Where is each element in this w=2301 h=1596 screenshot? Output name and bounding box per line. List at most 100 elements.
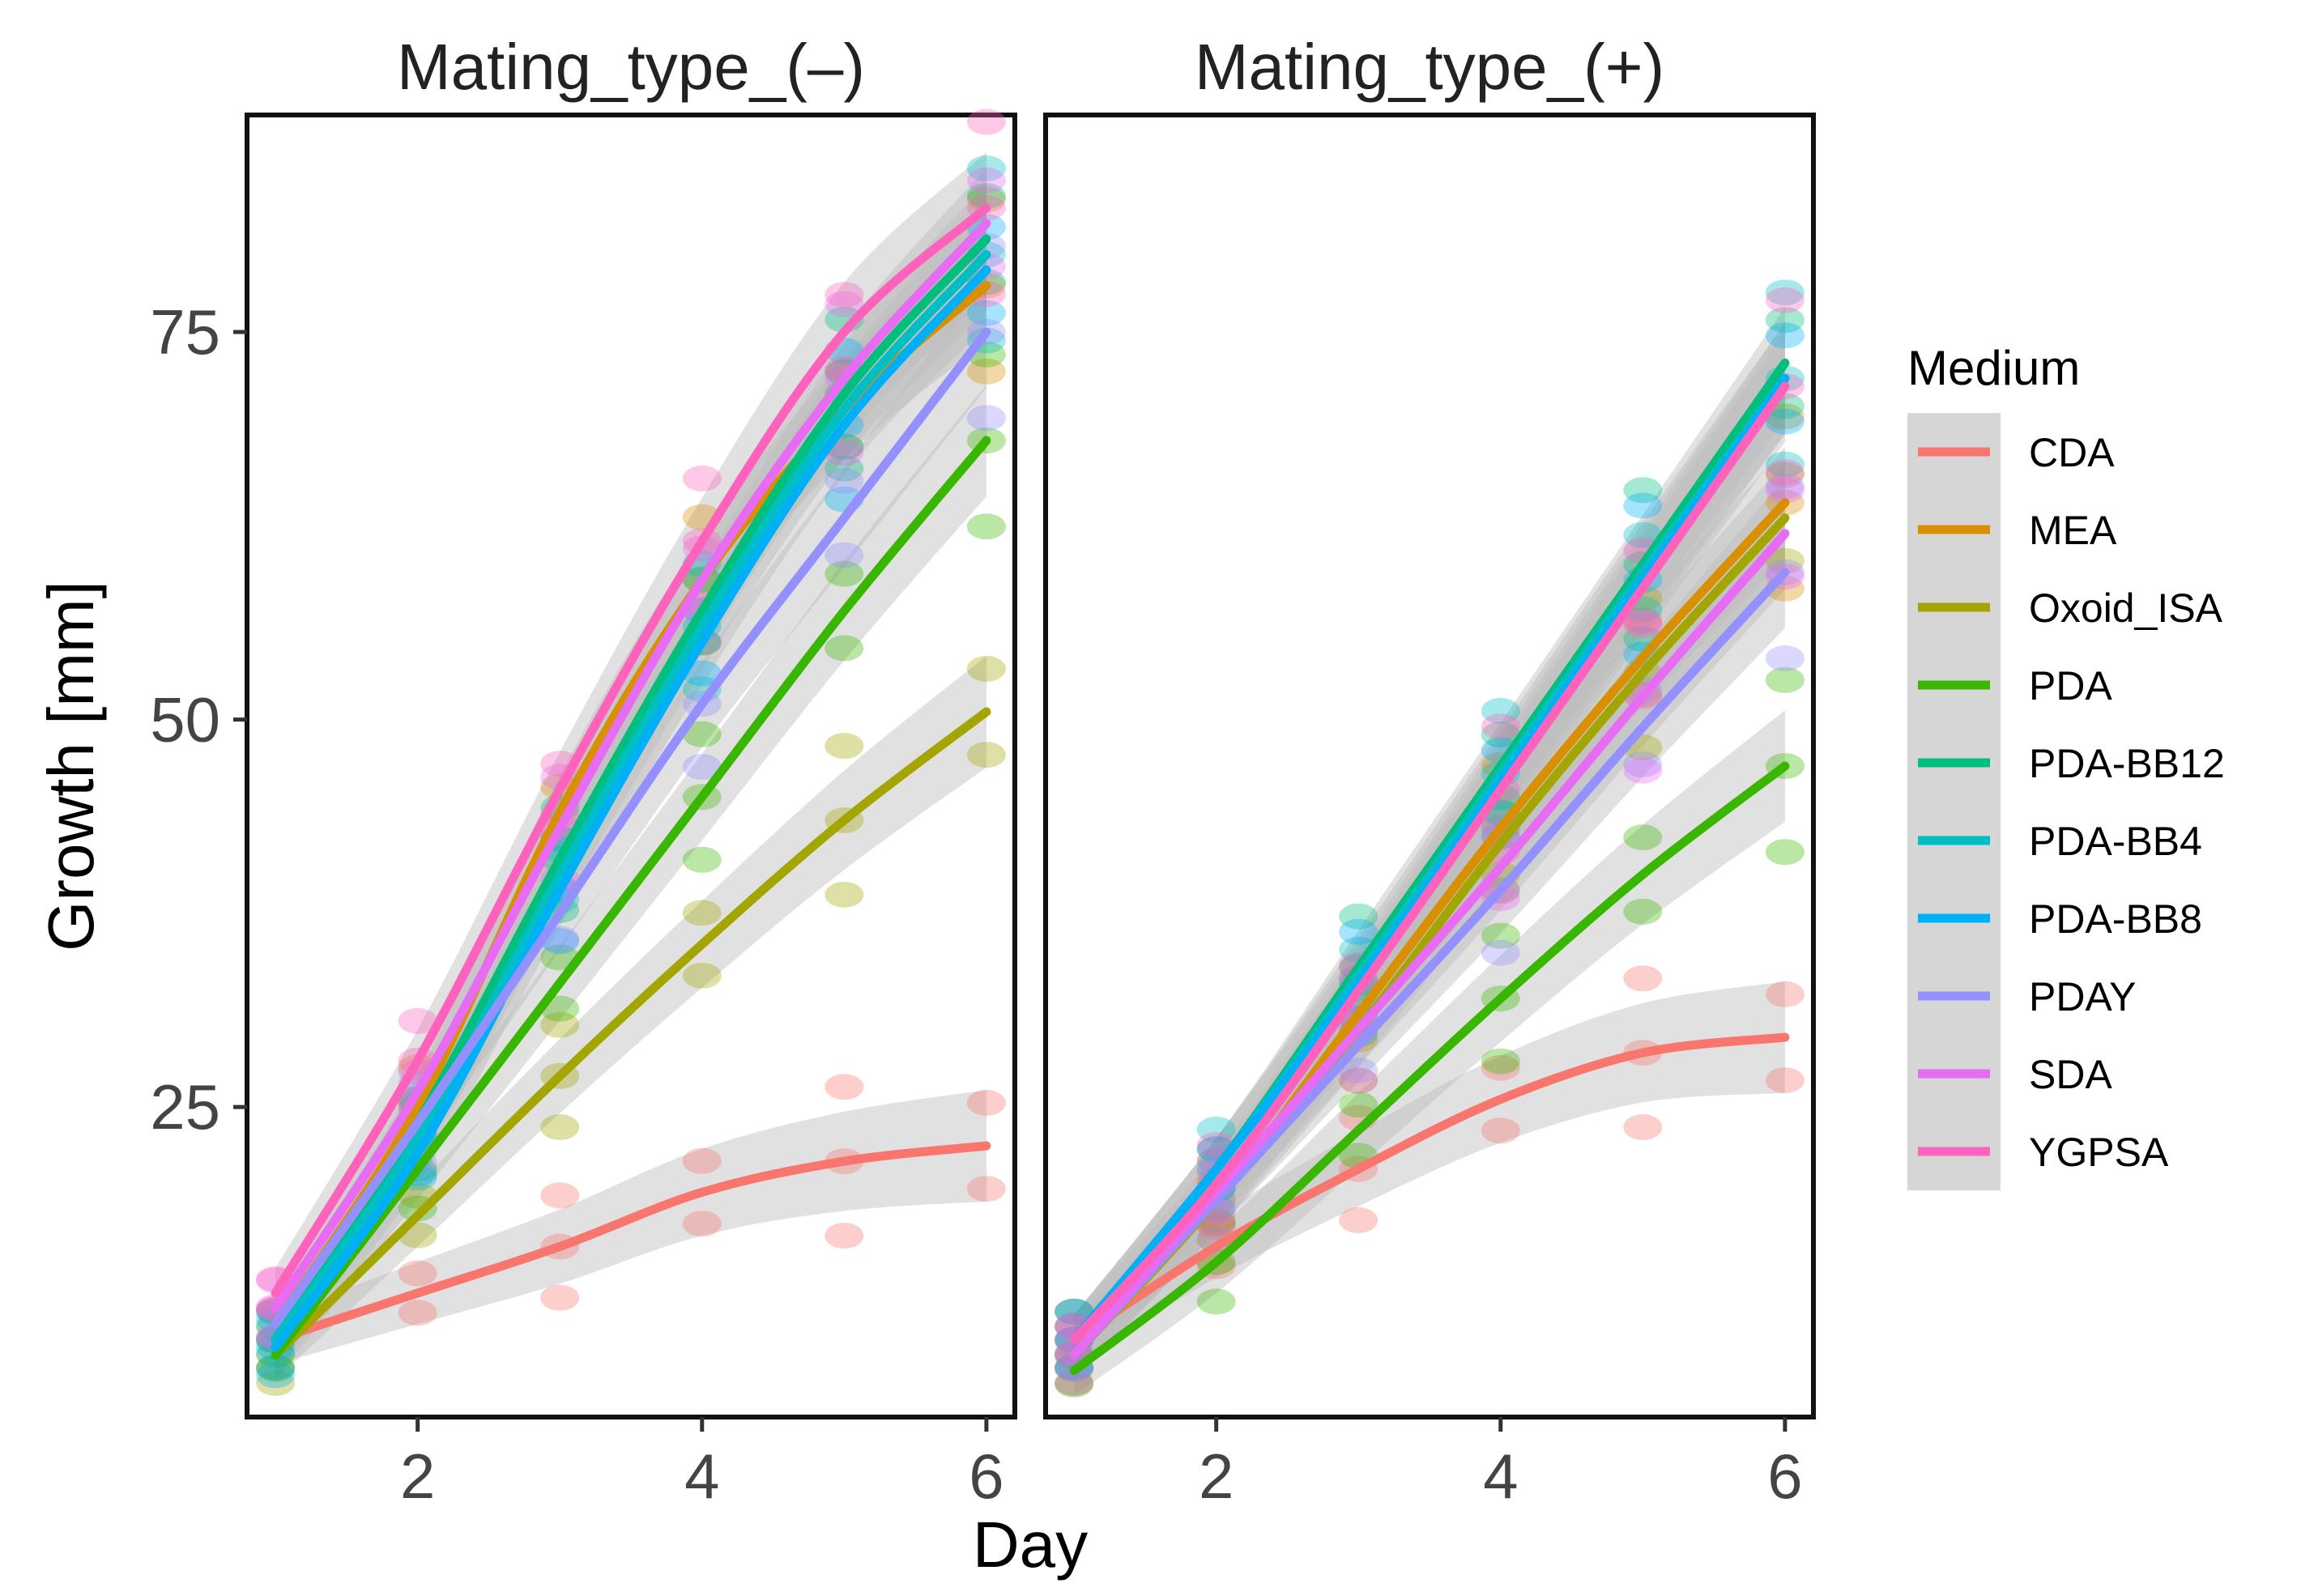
point-1-pda-day1 bbox=[1055, 1371, 1094, 1398]
band-0-oxoid_isa bbox=[275, 656, 986, 1381]
point-1-sda-day3 bbox=[1339, 1067, 1378, 1094]
point-1-pda-day3 bbox=[1339, 1092, 1378, 1118]
point-0-oxoid_isa-day5 bbox=[825, 881, 864, 908]
point-0-oxoid_isa-day4 bbox=[682, 962, 722, 989]
point-1-pday-day3 bbox=[1339, 1058, 1378, 1084]
legend-label-pda-bb8: PDA-BB8 bbox=[2029, 896, 2202, 942]
point-0-oxoid_isa-day1 bbox=[256, 1369, 296, 1396]
y-tick-label-25: 25 bbox=[150, 1071, 220, 1143]
trend-lines bbox=[271, 203, 1790, 1376]
point-1-pda-bb4-day5 bbox=[1623, 521, 1663, 548]
point-0-sda-day5 bbox=[825, 440, 864, 466]
point-1-sda-day5 bbox=[1623, 757, 1663, 784]
point-0-cda-day6 bbox=[966, 1176, 1006, 1202]
point-0-pda-bb12-day6 bbox=[966, 183, 1006, 209]
point-1-pda-day6 bbox=[1765, 839, 1805, 866]
point-1-cda-day1 bbox=[1055, 1298, 1094, 1325]
point-0-mea-day6 bbox=[966, 358, 1006, 385]
point-1-pda-bb4-day6 bbox=[1765, 279, 1805, 306]
x-tick-label-0-2: 2 bbox=[400, 1441, 435, 1512]
point-0-cda-day2 bbox=[398, 1260, 437, 1287]
point-0-pda-bb8-day1 bbox=[256, 1362, 296, 1389]
point-0-pda-bb4-day6 bbox=[966, 155, 1006, 181]
y-axis-ticks: 25 50 75 bbox=[150, 296, 247, 1143]
point-1-ygpsa-day4 bbox=[1481, 713, 1520, 740]
point-1-pda-bb8-day5 bbox=[1623, 492, 1663, 519]
point-0-oxoid_isa-day6 bbox=[966, 655, 1006, 682]
point-0-ygpsa-day6 bbox=[966, 281, 1006, 308]
point-1-sda-day1 bbox=[1055, 1369, 1094, 1396]
point-0-pda-bb8-day6 bbox=[966, 300, 1006, 326]
panel-right-frame bbox=[1043, 113, 1816, 1419]
point-0-cda-day5 bbox=[825, 1223, 864, 1249]
point-1-oxoid_isa-day6 bbox=[1765, 547, 1805, 574]
point-1-pday-day2 bbox=[1196, 1226, 1236, 1253]
point-0-pda-day5 bbox=[825, 635, 864, 662]
point-0-pda-day4 bbox=[682, 846, 722, 873]
point-0-pda-day1 bbox=[256, 1356, 296, 1382]
point-1-pda-bb8-day3 bbox=[1339, 918, 1378, 945]
line-1-sda bbox=[1069, 529, 1790, 1360]
point-1-pda-bb12-day1 bbox=[1055, 1298, 1094, 1325]
legend-title: Medium bbox=[1907, 341, 2080, 395]
point-1-cda-day6 bbox=[1765, 1067, 1805, 1094]
band-1-pda-bb8 bbox=[1074, 322, 1785, 1364]
point-0-cda-day6 bbox=[966, 1089, 1006, 1116]
point-0-pday-day5 bbox=[825, 467, 864, 494]
point-0-sda-day5 bbox=[825, 291, 864, 317]
point-0-pday-day6 bbox=[966, 405, 1006, 432]
line-0-pday bbox=[271, 327, 991, 1329]
x-tick-label-0-4: 4 bbox=[684, 1441, 719, 1512]
point-1-mea-day6 bbox=[1765, 403, 1805, 430]
point-1-pda-bb4-day6 bbox=[1765, 451, 1805, 478]
point-0-ygpsa-day2 bbox=[398, 1007, 437, 1034]
point-0-pda-day5 bbox=[825, 560, 864, 587]
y-tick-label-75: 75 bbox=[150, 296, 220, 368]
legend-label-pda-bb12: PDA-BB12 bbox=[2029, 741, 2225, 786]
point-1-pda-day2 bbox=[1196, 1288, 1236, 1315]
point-1-pda-day5 bbox=[1623, 824, 1663, 851]
point-1-oxoid_isa-day1 bbox=[1055, 1369, 1094, 1396]
point-1-pday-day4 bbox=[1481, 939, 1520, 966]
point-1-cda-day5 bbox=[1623, 965, 1663, 992]
point-0-cda-day2 bbox=[398, 1300, 437, 1326]
y-tick-label-50: 50 bbox=[150, 684, 220, 755]
legend-label-oxoid_isa: Oxoid_ISA bbox=[2029, 585, 2223, 631]
point-1-ygpsa-day6 bbox=[1765, 287, 1805, 313]
legend-label-sda: SDA bbox=[2029, 1052, 2112, 1097]
point-0-pda-bb12-day5 bbox=[825, 455, 864, 482]
point-0-oxoid_isa-day6 bbox=[966, 742, 1006, 768]
x-axis-title: Day bbox=[973, 1509, 1088, 1581]
band-0-cda bbox=[275, 1090, 986, 1364]
point-1-cda-day6 bbox=[1765, 981, 1805, 1007]
point-0-sda-day6 bbox=[966, 167, 1006, 194]
point-1-pda-bb12-day4 bbox=[1481, 721, 1520, 748]
point-0-ygpsa-day4 bbox=[682, 465, 722, 492]
point-0-pday-day4 bbox=[682, 754, 722, 780]
point-0-cda-day4 bbox=[682, 1147, 722, 1174]
band-1-pda-bb4 bbox=[1074, 322, 1785, 1364]
point-0-oxoid_isa-day3 bbox=[540, 1114, 580, 1140]
x-axis-ticks: 2 4 6 2 4 6 bbox=[247, 1415, 1813, 1512]
point-1-pda-day5 bbox=[1623, 898, 1663, 925]
point-1-cda-day5 bbox=[1623, 1114, 1663, 1140]
point-1-mea-day2 bbox=[1196, 1226, 1236, 1253]
legend-label-ygpsa: YGPSA bbox=[2029, 1130, 2169, 1175]
point-1-pda-day4 bbox=[1481, 1048, 1520, 1075]
line-1-pda bbox=[1069, 761, 1790, 1376]
point-1-cda-day4 bbox=[1481, 1054, 1520, 1081]
point-1-oxoid_isa-day6 bbox=[1765, 462, 1805, 488]
band-0-pda bbox=[275, 385, 986, 1381]
line-0-pda bbox=[271, 436, 991, 1360]
point-1-mea-day5 bbox=[1623, 607, 1663, 634]
point-1-oxoid_isa-day3 bbox=[1339, 1067, 1378, 1094]
point-1-pda-day4 bbox=[1481, 922, 1520, 949]
x-tick-label-0-6: 6 bbox=[969, 1441, 1003, 1512]
point-0-cda-day3 bbox=[540, 1284, 580, 1311]
point-0-ygpsa-day6 bbox=[966, 109, 1006, 135]
x-tick-label-1-4: 4 bbox=[1483, 1441, 1518, 1512]
point-1-pda-bb12-day6 bbox=[1765, 307, 1805, 334]
point-1-sda-day6 bbox=[1765, 477, 1805, 504]
legend-label-pda-bb4: PDA-BB4 bbox=[2029, 819, 2202, 864]
